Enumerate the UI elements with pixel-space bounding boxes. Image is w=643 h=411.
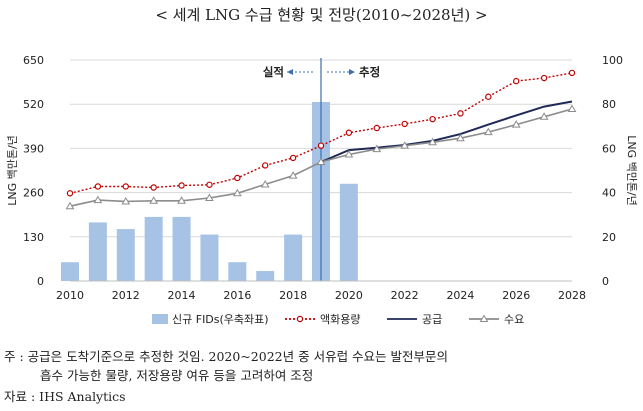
actual-arrow-head <box>287 69 293 75</box>
actual-forecast-divider: 실적 추정 <box>263 58 380 281</box>
point-액화용량 <box>178 182 185 189</box>
bar-series <box>61 101 358 282</box>
y-right-tick-label: 100 <box>602 54 623 67</box>
y-left-tick-label: 0 <box>37 275 44 288</box>
point-액화용량 <box>317 142 325 149</box>
legend-label-공급: 공급 <box>422 313 442 326</box>
point-수요 <box>456 133 465 142</box>
legend: 신규 FIDs(우축좌표) 액화용량 공급 수요 <box>152 313 524 326</box>
point-액화용량 <box>150 184 157 191</box>
point-수요 <box>149 196 159 204</box>
line-series <box>65 69 577 210</box>
fid-bar <box>228 262 247 281</box>
fid-bar <box>88 222 107 281</box>
fid-bar <box>339 183 358 281</box>
x-tick-label: 2026 <box>502 289 530 302</box>
legend-label-bars: 신규 FIDs(우축좌표) <box>172 313 269 326</box>
point-수요 <box>177 196 186 204</box>
x-tick-label: 2020 <box>335 289 363 302</box>
y-left-tick-label: 390 <box>23 142 44 155</box>
point-수요 <box>539 112 549 120</box>
point-수요 <box>288 171 298 179</box>
point-수요 <box>65 201 75 210</box>
fid-bar <box>61 262 79 281</box>
chart-area: 실적 추정 0 130 260 390 520 650 0 20 40 60 80 100 2010 201… <box>6 54 638 326</box>
point-수요 <box>483 127 493 136</box>
legend-label-수요: 수요 <box>504 313 524 326</box>
legend-swatch-bars <box>152 314 168 324</box>
x-tick-label: 2014 <box>168 289 196 302</box>
point-액화용량 <box>345 129 353 136</box>
point-수요 <box>232 188 242 197</box>
point-수요 <box>260 179 270 188</box>
point-수요 <box>400 141 410 149</box>
annotation-actual: 실적 <box>263 65 284 79</box>
footnote-line-2: 흡수 가능한 물량, 저장용량 여유 등을 고려하여 조정 <box>40 368 314 383</box>
fid-bar <box>144 216 163 281</box>
point-액화용량 <box>568 69 576 77</box>
point-액화용량 <box>457 110 464 117</box>
legend-label-액화용량: 액화용량 <box>320 313 360 326</box>
point-액화용량 <box>262 162 269 169</box>
source-note: 자료 : IHS Analytics <box>4 389 126 404</box>
fid-bar <box>200 234 219 281</box>
x-tick-label: 2016 <box>223 289 251 302</box>
point-수요 <box>372 144 382 153</box>
y-right-tick-label: 0 <box>602 275 609 288</box>
point-액화용량 <box>206 181 213 188</box>
x-tick-label: 2012 <box>112 289 140 302</box>
point-수요 <box>316 157 326 165</box>
y-right-tick-label: 80 <box>602 98 616 111</box>
fid-bar <box>116 229 135 281</box>
series-line-공급 <box>320 100 573 163</box>
fid-bar <box>172 216 191 281</box>
point-수요 <box>567 104 577 112</box>
point-액화용량 <box>513 77 520 85</box>
point-액화용량 <box>485 93 492 100</box>
y-left-axis-title: LNG 백만톤/년 <box>6 135 19 206</box>
point-액화용량 <box>373 124 380 132</box>
point-액화용량 <box>66 190 74 197</box>
annotation-forecast: 추정 <box>359 65 380 79</box>
y-right-tick-label: 60 <box>602 142 616 155</box>
x-tick-label: 2018 <box>279 289 307 302</box>
y-right-axis-title: LNG 백만톤/년 <box>625 135 638 206</box>
point-수요 <box>511 120 521 128</box>
legend-marker-수요 <box>479 314 489 322</box>
y-right-tick-label: 40 <box>602 187 616 200</box>
point-액화용량 <box>234 174 241 182</box>
point-액화용량 <box>401 120 408 128</box>
chart-title: < 세계 LNG 수급 현황 및 전망(2010~2028년) > <box>155 6 488 24</box>
point-액화용량 <box>94 183 102 190</box>
point-액화용량 <box>122 183 129 190</box>
point-액화용량 <box>289 154 297 162</box>
fid-bar <box>256 271 275 281</box>
forecast-arrow-head <box>349 69 355 75</box>
fid-bar <box>284 234 303 281</box>
y-left-tick-label: 650 <box>23 54 44 67</box>
x-tick-label: 2010 <box>56 289 84 302</box>
point-수요 <box>93 195 103 204</box>
x-tick-label: 2024 <box>446 289 474 302</box>
x-tick-label: 2028 <box>558 289 586 302</box>
footnote-line-1: 주 : 공급은 도착기준으로 추정한 것임. 2020~2022년 중 서유럽 … <box>4 349 449 364</box>
x-tick-label: 2022 <box>391 289 419 302</box>
y-left-tick-label: 260 <box>23 187 44 200</box>
point-수요 <box>428 137 437 146</box>
y-left-tick-label: 520 <box>23 98 44 111</box>
point-수요 <box>205 193 214 202</box>
y-left-tick-label: 130 <box>23 231 44 244</box>
point-수요 <box>344 150 354 158</box>
point-액화용량 <box>429 115 436 123</box>
axes: 0 130 260 390 520 650 0 20 40 60 80 100 2010 2012 2014… <box>6 54 638 302</box>
y-right-tick-label: 20 <box>602 231 616 244</box>
point-액화용량 <box>540 74 548 82</box>
point-수요 <box>121 196 131 205</box>
legend-marker-액화용량 <box>296 315 304 323</box>
